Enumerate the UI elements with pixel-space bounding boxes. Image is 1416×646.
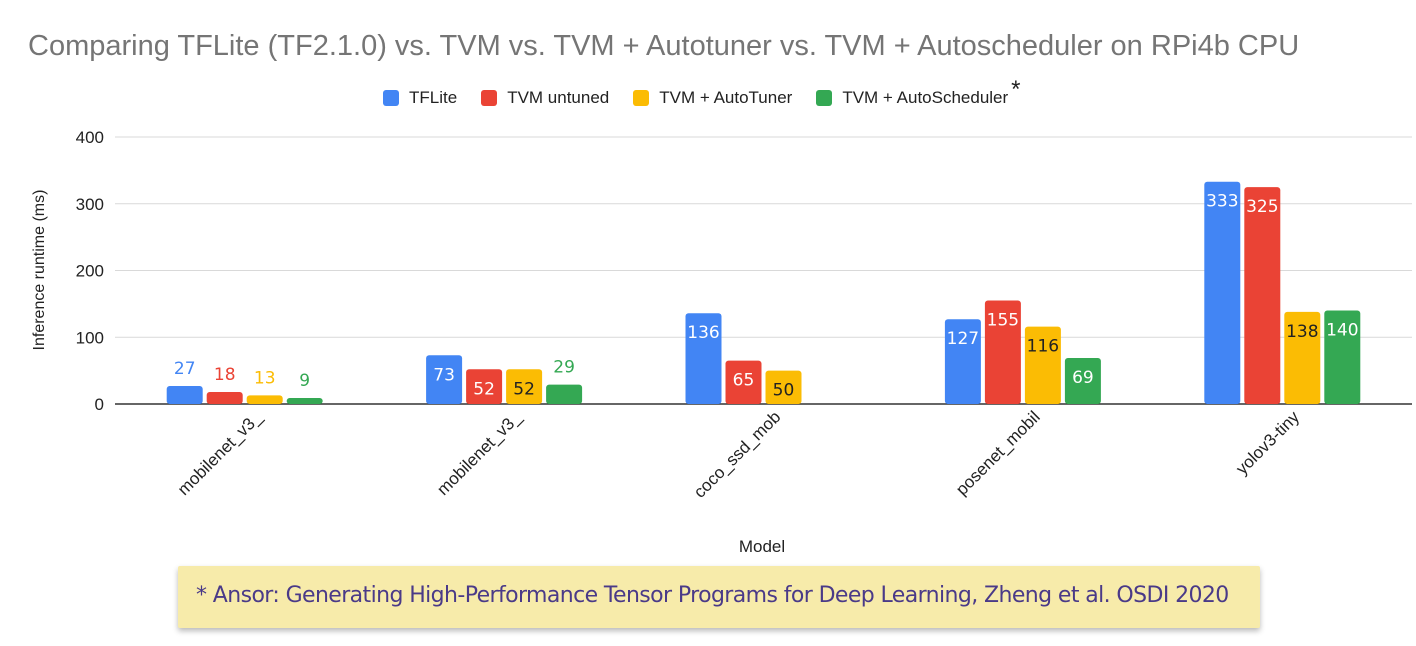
x-tick-label: mobilenet_v3_ <box>433 407 525 499</box>
data-label: 52 <box>513 379 535 399</box>
bar <box>426 355 463 404</box>
y-tick-label: 200 <box>76 262 104 281</box>
legend-label-tflite: TFLite <box>409 88 458 107</box>
y-axis-title: Inference runtime (ms) <box>31 190 48 351</box>
data-label: 18 <box>214 365 236 385</box>
bar <box>685 313 722 404</box>
bar <box>984 300 1021 404</box>
y-tick-label: 400 <box>76 128 104 147</box>
bar <box>1244 187 1281 404</box>
data-label: 116 <box>1027 337 1059 357</box>
bar <box>1064 357 1101 404</box>
bar <box>206 391 243 404</box>
data-label: 50 <box>773 381 795 401</box>
data-label: 65 <box>733 371 755 391</box>
bar <box>725 360 762 404</box>
legend-asterisk: * <box>1011 76 1021 103</box>
data-label: 73 <box>433 365 455 385</box>
bar <box>1324 310 1361 404</box>
data-label: 127 <box>947 329 979 349</box>
legend-swatch-tvm-autotuner <box>633 90 650 106</box>
bar <box>506 369 543 404</box>
y-tick-label: 100 <box>76 328 104 347</box>
x-tick-label: coco_ssd_mob <box>690 407 784 501</box>
data-label: 29 <box>553 358 575 378</box>
legend-item-tflite: TFLite <box>383 88 457 108</box>
footnote-citation: * Ansor: Generating High-Performance Ten… <box>178 566 1260 628</box>
legend-label-tvm-autoscheduler: TVM + AutoScheduler <box>842 88 1009 107</box>
data-label: 325 <box>1246 197 1278 217</box>
data-label: 140 <box>1326 321 1358 341</box>
bar <box>246 395 283 404</box>
y-tick-label: 300 <box>76 195 104 214</box>
bar <box>286 397 323 404</box>
legend-swatch-tflite <box>383 90 399 106</box>
bar <box>1284 311 1321 404</box>
data-label: 333 <box>1206 192 1238 212</box>
data-label: 27 <box>174 359 196 379</box>
x-tick-label: yolov3-tiny <box>1232 407 1303 478</box>
bar <box>466 369 503 404</box>
x-axis-title: Model <box>739 537 785 556</box>
data-label: 13 <box>254 368 276 388</box>
bar <box>944 319 981 404</box>
x-tick-label: mobilenet_v3_ <box>174 407 266 499</box>
legend-item-tvm-autoscheduler: TVM + AutoScheduler * <box>816 76 1021 112</box>
data-label: 69 <box>1072 368 1094 388</box>
bar <box>166 385 203 404</box>
y-tick-label: 0 <box>95 395 104 414</box>
legend-swatch-tvm-autoscheduler <box>816 90 833 106</box>
bar <box>1204 181 1241 404</box>
bar <box>1024 326 1061 404</box>
bar <box>546 384 583 404</box>
chart-legend: TFLite TVM untuned TVM + AutoTuner TVM +… <box>383 76 1021 112</box>
chart-title: Comparing TFLite (TF2.1.0) vs. TVM vs. T… <box>28 30 1300 62</box>
data-label: 52 <box>473 379 495 399</box>
data-label: 155 <box>987 311 1019 331</box>
legend-label-tvm-untuned: TVM untuned <box>507 88 610 107</box>
legend-label-tvm-autotuner: TVM + AutoTuner <box>659 88 793 107</box>
data-label: 9 <box>299 371 310 391</box>
data-label: 138 <box>1286 322 1318 342</box>
x-tick-label: posenet_mobil <box>952 407 1044 499</box>
legend-swatch-tvm-untuned <box>481 90 498 106</box>
data-label: 136 <box>687 323 719 343</box>
bar <box>765 370 802 404</box>
legend-item-tvm-untuned: TVM untuned <box>481 88 609 108</box>
legend-item-tvm-autotuner: TVM + AutoTuner <box>633 88 792 108</box>
